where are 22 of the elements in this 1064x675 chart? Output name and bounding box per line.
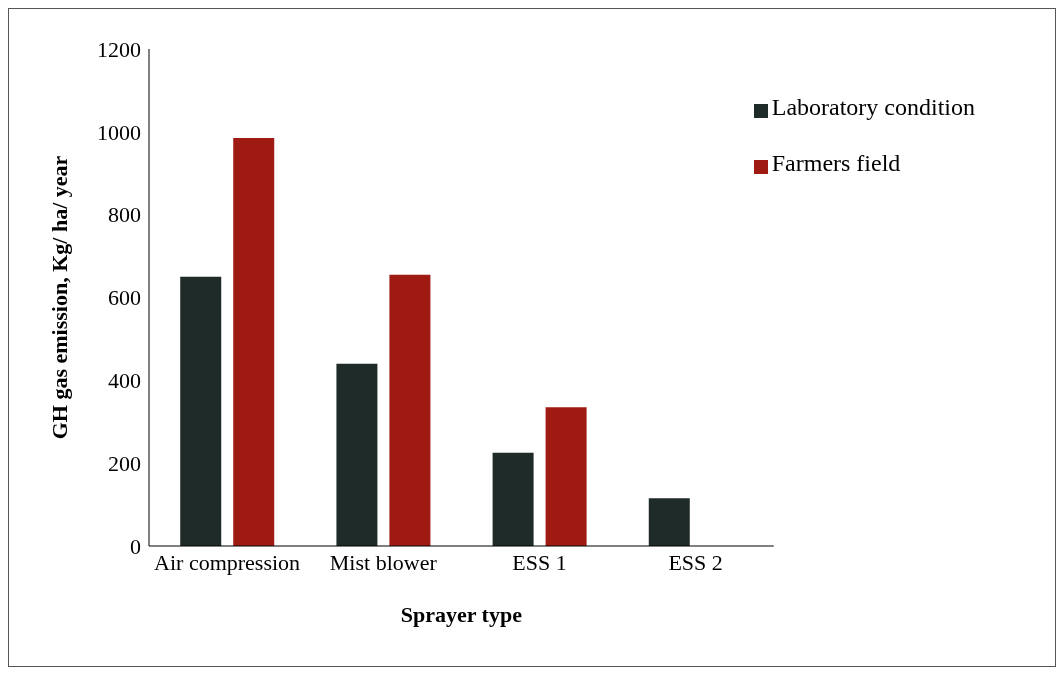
y-tick-label: 200 — [108, 450, 141, 476]
bar — [492, 452, 534, 546]
x-tick-label: ESS 1 — [512, 549, 567, 575]
legend-label: Laboratory condition — [771, 94, 975, 120]
bar — [545, 407, 587, 546]
bar — [233, 138, 275, 546]
x-tick-label: ESS 2 — [668, 549, 723, 575]
y-tick-label: 1200 — [97, 36, 141, 62]
bar — [389, 274, 431, 546]
x-tick-label: Air compression — [154, 549, 301, 575]
x-axis-title: Sprayer type — [400, 601, 523, 627]
y-axis-title: GH gas emission, Kg/ ha/ year — [46, 155, 72, 440]
bar — [648, 498, 690, 546]
legend-label: Farmers field — [771, 150, 901, 176]
x-tick-label: Mist blower — [329, 549, 438, 575]
y-tick-label: 0 — [130, 533, 141, 559]
bar — [336, 363, 378, 546]
y-tick-label: 800 — [108, 202, 141, 228]
y-tick-label: 1000 — [97, 119, 141, 145]
y-tick-label: 400 — [108, 368, 141, 394]
y-tick-label: 600 — [108, 285, 141, 311]
bar — [180, 276, 222, 546]
